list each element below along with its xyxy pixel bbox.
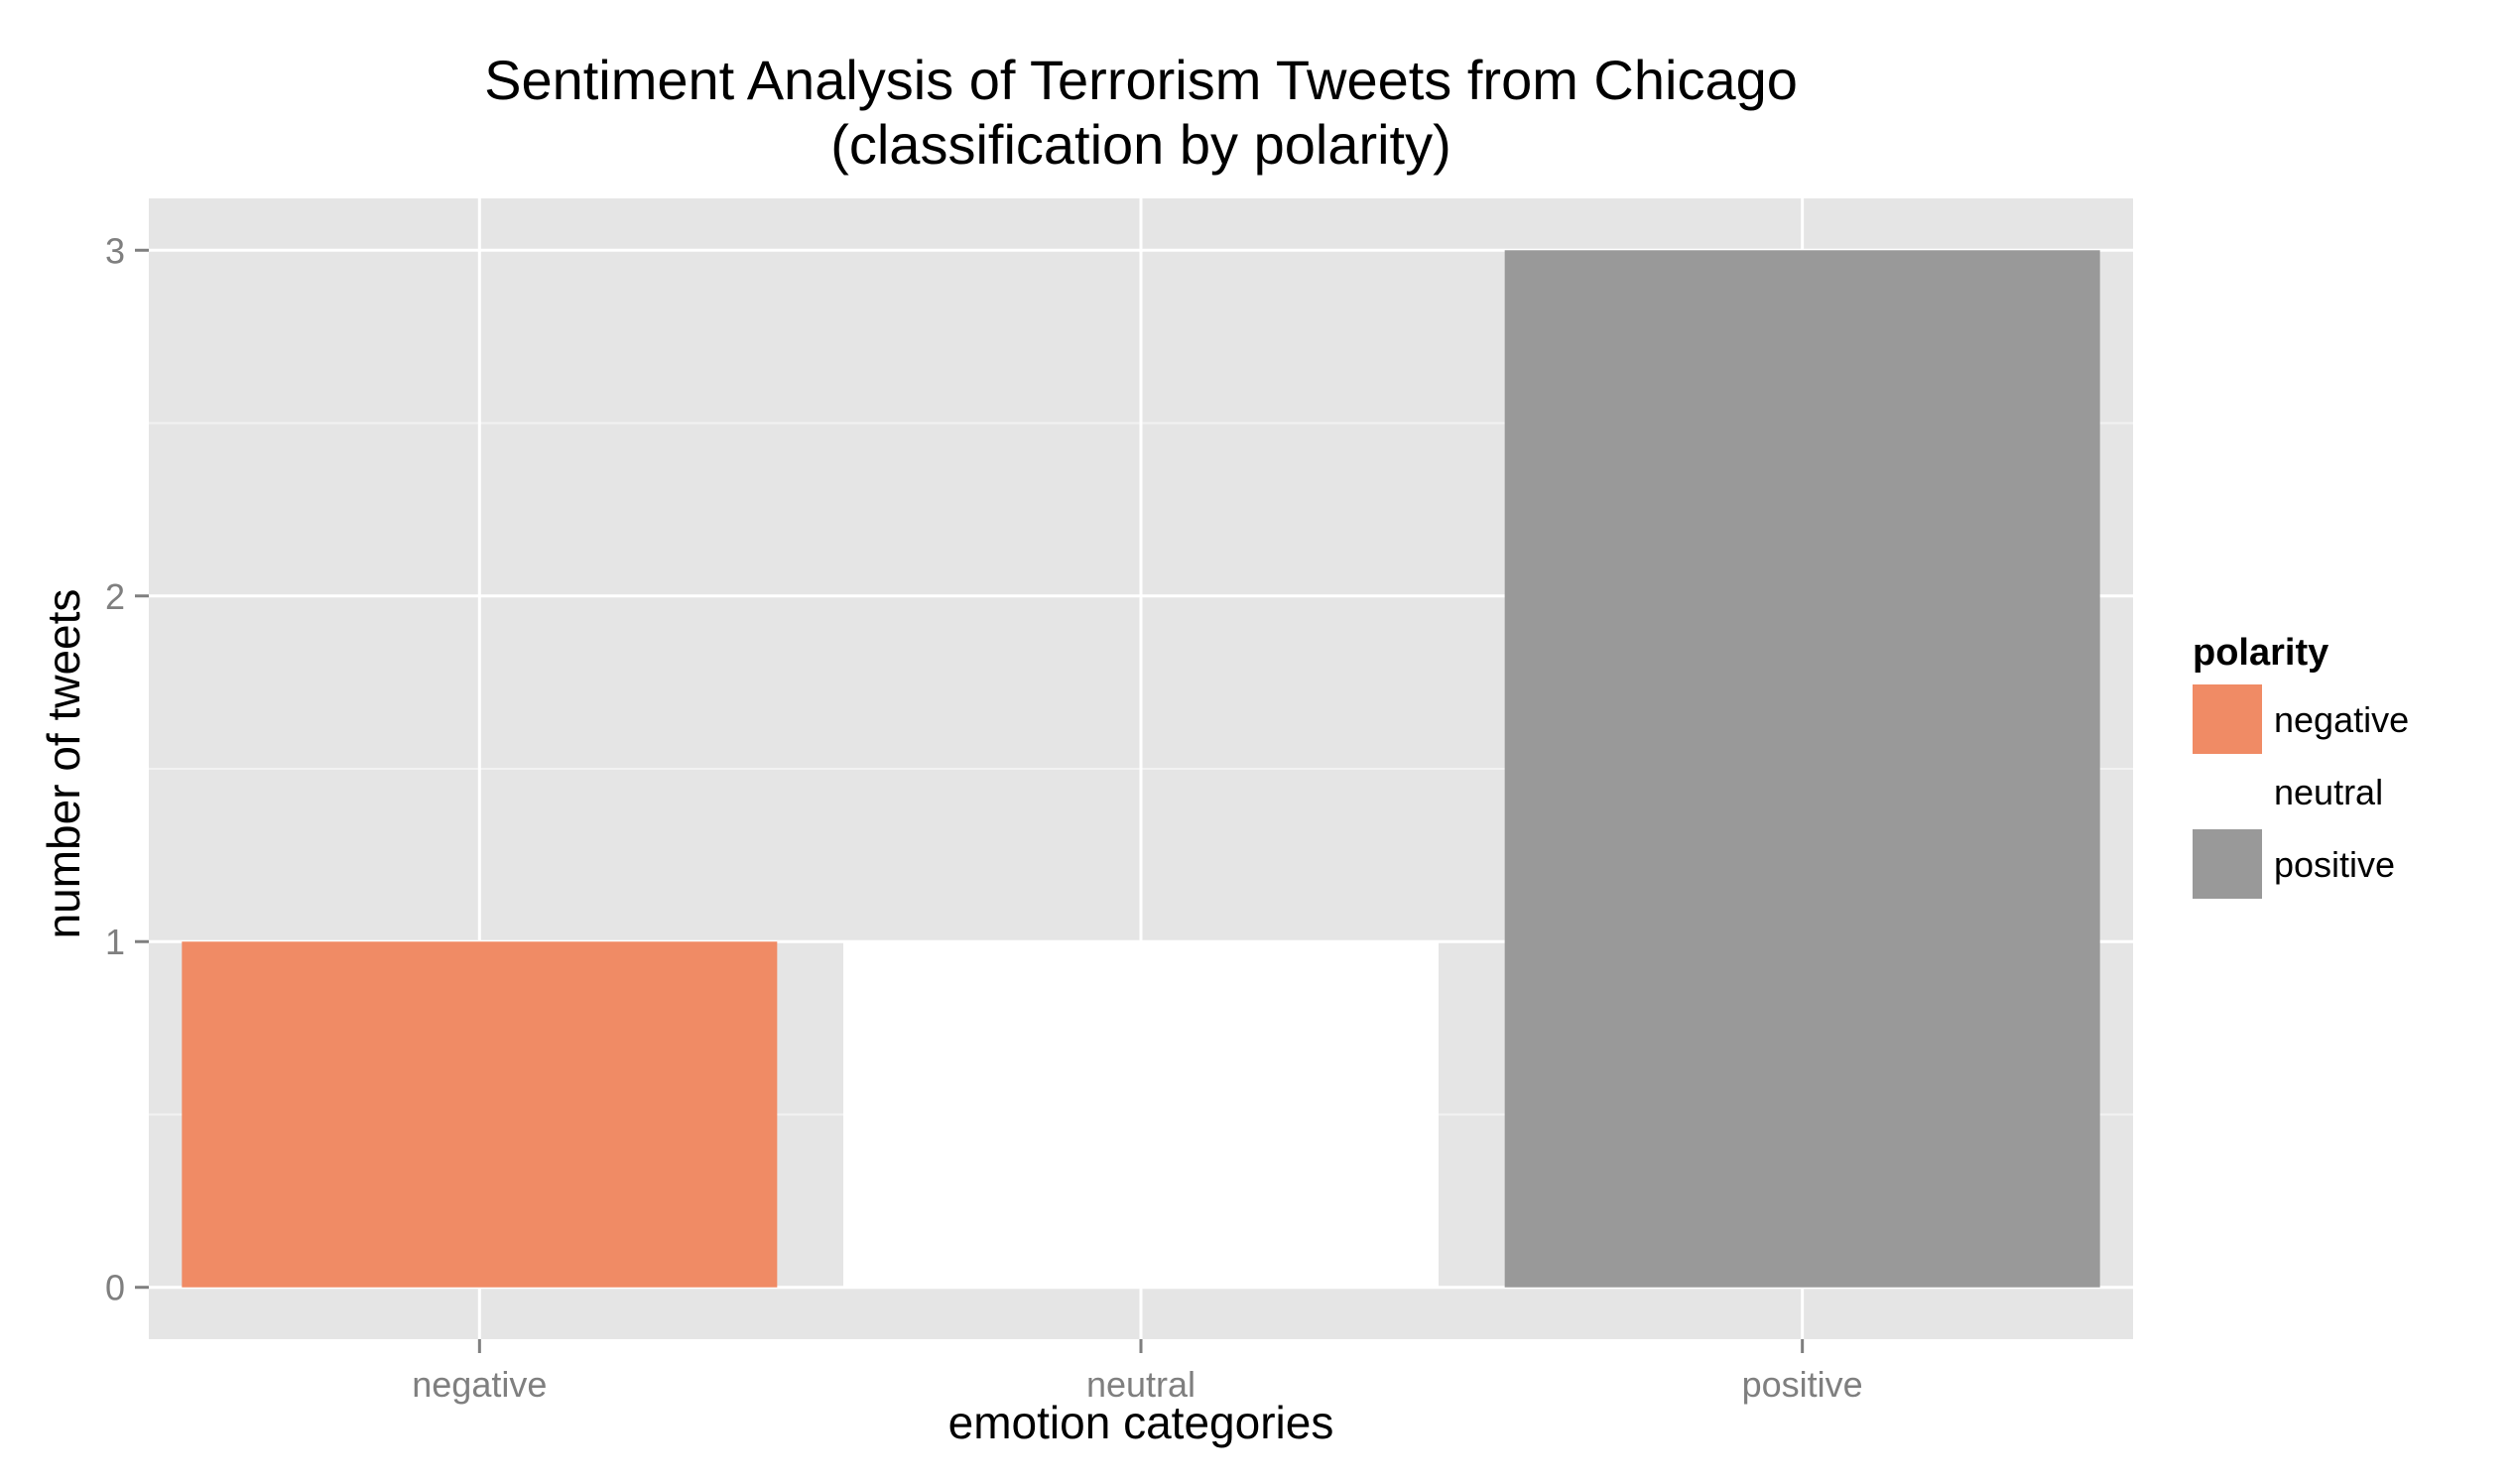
x-tick-label: positive: [1742, 1364, 1863, 1405]
y-axis-title: number of tweets: [38, 589, 89, 939]
y-tick-label: 3: [105, 230, 125, 271]
y-tick-label: 2: [105, 576, 125, 617]
bar-negative: [182, 941, 778, 1288]
chart-subtitle: (classification by polarity): [830, 113, 1451, 176]
legend-key-negative: [2193, 684, 2262, 754]
y-tick-label: 1: [105, 922, 125, 962]
x-tick-label: negative: [412, 1364, 547, 1405]
legend-title: polarity: [2193, 632, 2328, 674]
legend-label-negative: negative: [2274, 699, 2409, 740]
x-axis-title: emotion categories: [948, 1397, 1334, 1448]
y-tick-label: 0: [105, 1268, 125, 1308]
legend-items: negative neutral positive: [2193, 684, 2409, 899]
legend-key-positive: [2193, 829, 2262, 899]
legend-label-positive: positive: [2274, 844, 2395, 885]
bars: [182, 250, 2100, 1288]
bar-neutral: [843, 941, 1439, 1288]
legend-label-neutral: neutral: [2274, 772, 2383, 812]
bar-positive: [1504, 250, 2100, 1288]
legend: polarity negative neutral positive: [2193, 632, 2409, 899]
x-tick-label: neutral: [1086, 1364, 1196, 1405]
x-axis: negative neutral positive: [412, 1339, 1863, 1405]
y-axis: 0 1 2 3: [105, 230, 149, 1308]
chart-title: Sentiment Analysis of Terrorism Tweets f…: [484, 49, 1798, 111]
legend-key-neutral: [2193, 757, 2262, 826]
